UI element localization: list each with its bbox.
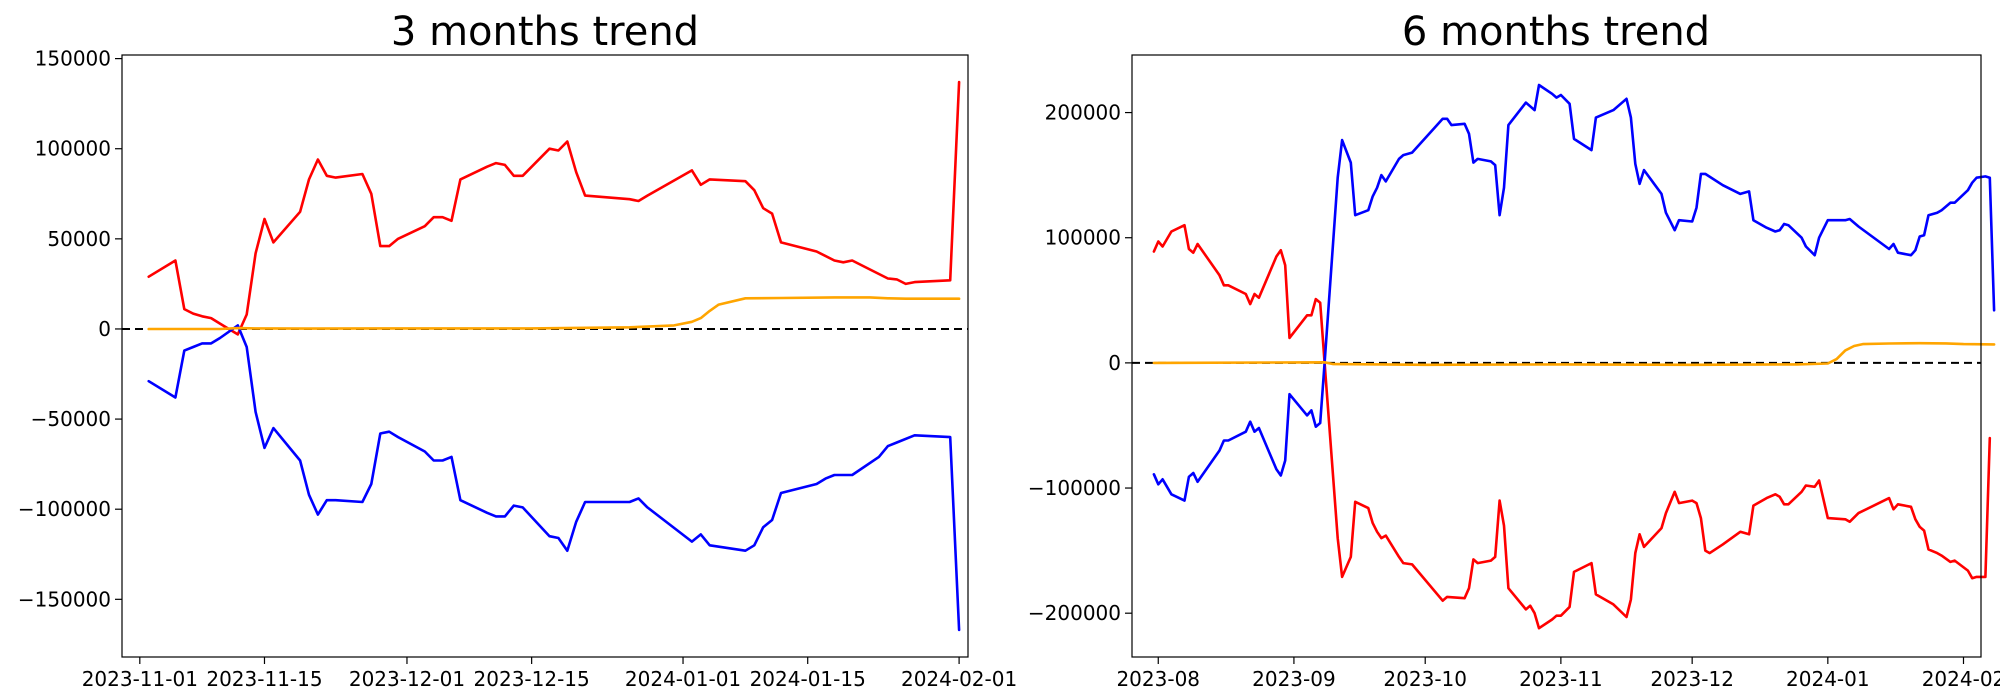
y-tick-label: 0 [1108, 351, 1121, 375]
y-tick-label: 100000 [1045, 226, 1121, 250]
x-tick-label: 2024-01-15 [750, 667, 866, 691]
x-tick-label: 2023-11-15 [206, 667, 322, 691]
x-tick-label: 2023-12 [1650, 667, 1734, 691]
x-tick-label: 2024-02-01 [901, 667, 1017, 691]
y-tick-label: −100000 [18, 497, 111, 521]
x-tick-label: 2023-11-01 [82, 667, 198, 691]
x-tick-label: 2023-09 [1252, 667, 1336, 691]
x-tick-label: 2023-10 [1383, 667, 1467, 691]
y-tick-label: −150000 [18, 587, 111, 611]
chart-3-months: 3 months trend −150000 −100000 −50000 0 5000… [18, 9, 1017, 691]
y-tick-label: −50000 [31, 407, 111, 431]
chart-title: 6 months trend [1402, 9, 1710, 55]
x-tick-label: 2023-12-15 [474, 667, 590, 691]
tick-group: −200000 −100000 0 100000 200000 2023-08 2023-0… [1028, 101, 2000, 691]
y-tick-label: 150000 [35, 47, 111, 71]
plot-frame [121, 54, 969, 658]
series-group [1152, 83, 1996, 630]
chart-6-months: 6 months trend −200000 −100000 0 100000 2000… [1028, 9, 2000, 691]
x-tick-label: 2023-12-01 [349, 667, 465, 691]
chart-title: 3 months trend [391, 9, 699, 55]
x-tick-label: 2024-01 [1786, 667, 1870, 691]
x-tick-label: 2024-02 [1922, 667, 2000, 691]
y-tick-label: 200000 [1045, 101, 1121, 125]
x-tick-label: 2023-08 [1116, 667, 1200, 691]
y-tick-label: 0 [98, 317, 111, 341]
series-group [147, 80, 961, 632]
x-tick-label: 2024-01-01 [625, 667, 741, 691]
blue-series-line [147, 324, 961, 632]
tick-group: −150000 −100000 −50000 0 50000 100000 150000 20… [18, 47, 1017, 691]
y-tick-label: 50000 [47, 227, 111, 251]
red-series-line [1152, 223, 1992, 630]
plot-frame [1131, 54, 1982, 658]
y-tick-label: 100000 [35, 137, 111, 161]
red-series-line [147, 80, 961, 336]
y-tick-label: −100000 [1028, 476, 1121, 500]
blue-series-line [1152, 83, 1996, 502]
y-tick-label: −200000 [1028, 601, 1121, 625]
x-tick-label: 2023-11 [1519, 667, 1603, 691]
orange-series-line [147, 296, 961, 331]
orange-series-line [1152, 341, 1996, 367]
